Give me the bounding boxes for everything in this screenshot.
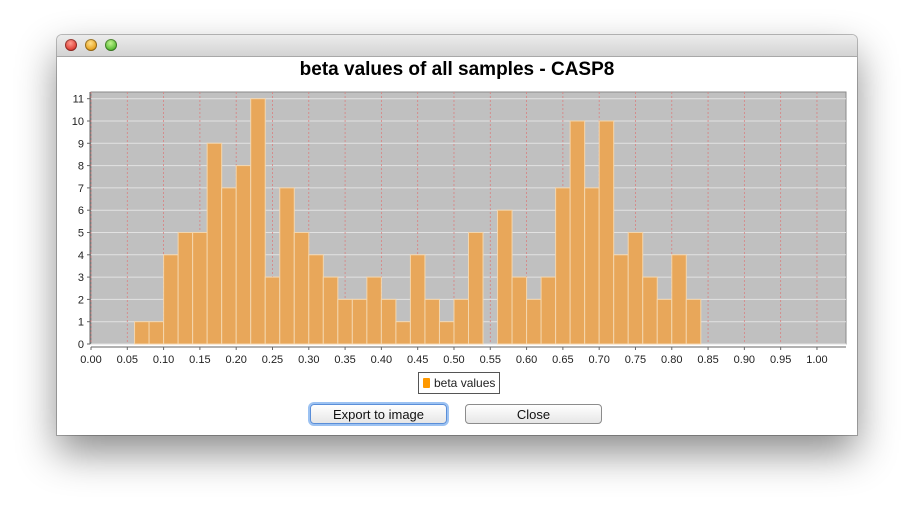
histogram-bar [511, 276, 528, 345]
x-tick-label: 0.65 [552, 354, 573, 366]
close-window-icon[interactable] [65, 39, 77, 51]
histogram-bar [409, 254, 426, 345]
chart-title: beta values of all samples - CASP8 [299, 59, 615, 80]
x-tick-label: 0.50 [443, 354, 464, 366]
histogram-bar [642, 276, 658, 345]
histogram-bar [526, 298, 542, 345]
histogram-bar [366, 276, 382, 345]
histogram-chart: 0 1 2 3 4 5 6 7 8 9 10 11 0.00 0.05 0.10 0.15 0.20 0.25 0.… [72, 91, 847, 366]
histogram-bar [351, 298, 368, 345]
histogram-bar [685, 298, 702, 345]
histogram-bar [613, 254, 629, 345]
x-tick-label: 0.85 [697, 354, 718, 366]
x-tick-label: 0.10 [153, 354, 174, 366]
x-tick-label: 0.15 [189, 354, 210, 366]
x-tick-label: 0.40 [371, 354, 392, 366]
histogram-bar [656, 298, 673, 345]
histogram-bar [627, 231, 644, 345]
histogram-bar [380, 298, 397, 345]
y-tick-label: 1 [78, 317, 84, 329]
histogram-bar [148, 321, 165, 345]
x-tick-label: 0.45 [407, 354, 428, 366]
histogram-bar [177, 231, 194, 345]
y-tick-label: 8 [78, 161, 84, 173]
histogram-bar [206, 142, 223, 345]
x-tick-label: 0.05 [117, 354, 138, 366]
histogram-bar [569, 120, 586, 345]
y-tick-label: 9 [78, 138, 84, 150]
histogram-bar [221, 187, 237, 345]
histogram-bar [235, 165, 252, 345]
x-tick-label: 0.25 [262, 354, 283, 366]
minimize-window-icon[interactable] [85, 39, 97, 51]
y-tick-label: 7 [78, 183, 84, 195]
window-titlebar[interactable] [57, 35, 857, 57]
histogram-bar [438, 321, 455, 345]
histogram-bar [497, 209, 513, 345]
y-tick-label: 3 [78, 272, 84, 284]
x-tick-label: 0.70 [588, 354, 609, 366]
close-button[interactable]: Close [465, 404, 602, 424]
x-tick-label: 0.75 [625, 354, 646, 366]
histogram-bar [671, 254, 687, 345]
x-tick-label: 0.20 [225, 354, 246, 366]
y-tick-label: 4 [78, 250, 84, 262]
histogram-bar [264, 276, 281, 345]
histogram-bar [192, 231, 208, 345]
x-tick-label: 0.55 [480, 354, 501, 366]
y-tick-label: 10 [72, 116, 84, 128]
histogram-bar [308, 254, 324, 345]
histogram-window: beta values of all samples - CASP8 0 1 2 3 4… [57, 35, 857, 435]
x-tick-label: 0.35 [334, 354, 355, 366]
histogram-bar [395, 321, 411, 345]
y-tick-label: 6 [78, 205, 84, 217]
chart-legend: beta values [418, 372, 501, 394]
histogram-bar [293, 231, 310, 345]
legend-label: beta values [434, 376, 496, 390]
histogram-bar [453, 298, 470, 345]
histogram-bar [584, 187, 600, 345]
zoom-window-icon[interactable] [105, 39, 117, 51]
histogram-bar [322, 276, 339, 345]
histogram-bar [163, 254, 179, 345]
legend-swatch [423, 378, 430, 388]
histogram-bar [598, 120, 615, 345]
y-tick-label: 11 [73, 94, 84, 106]
histogram-bar [468, 231, 484, 345]
y-tick-label: 5 [78, 227, 84, 239]
x-tick-label: 0.80 [661, 354, 682, 366]
histogram-bar [250, 98, 266, 345]
y-tick-label: 2 [78, 294, 84, 306]
histogram-bar [424, 298, 440, 345]
histogram-bar [555, 187, 571, 345]
x-tick-label: 0.60 [516, 354, 537, 366]
x-tick-label: 0.95 [770, 354, 791, 366]
y-tick-label: 0 [78, 339, 84, 351]
histogram-bar [279, 187, 295, 345]
export-to-image-button[interactable]: Export to image [310, 404, 447, 424]
x-tick-label: 0.30 [298, 354, 319, 366]
x-tick-label: 1.00 [806, 354, 827, 366]
histogram-bar [134, 321, 150, 345]
x-tick-label: 0.90 [734, 354, 755, 366]
histogram-bar [337, 298, 353, 345]
histogram-bar [540, 276, 557, 345]
x-tick-label: 0.00 [80, 354, 101, 366]
